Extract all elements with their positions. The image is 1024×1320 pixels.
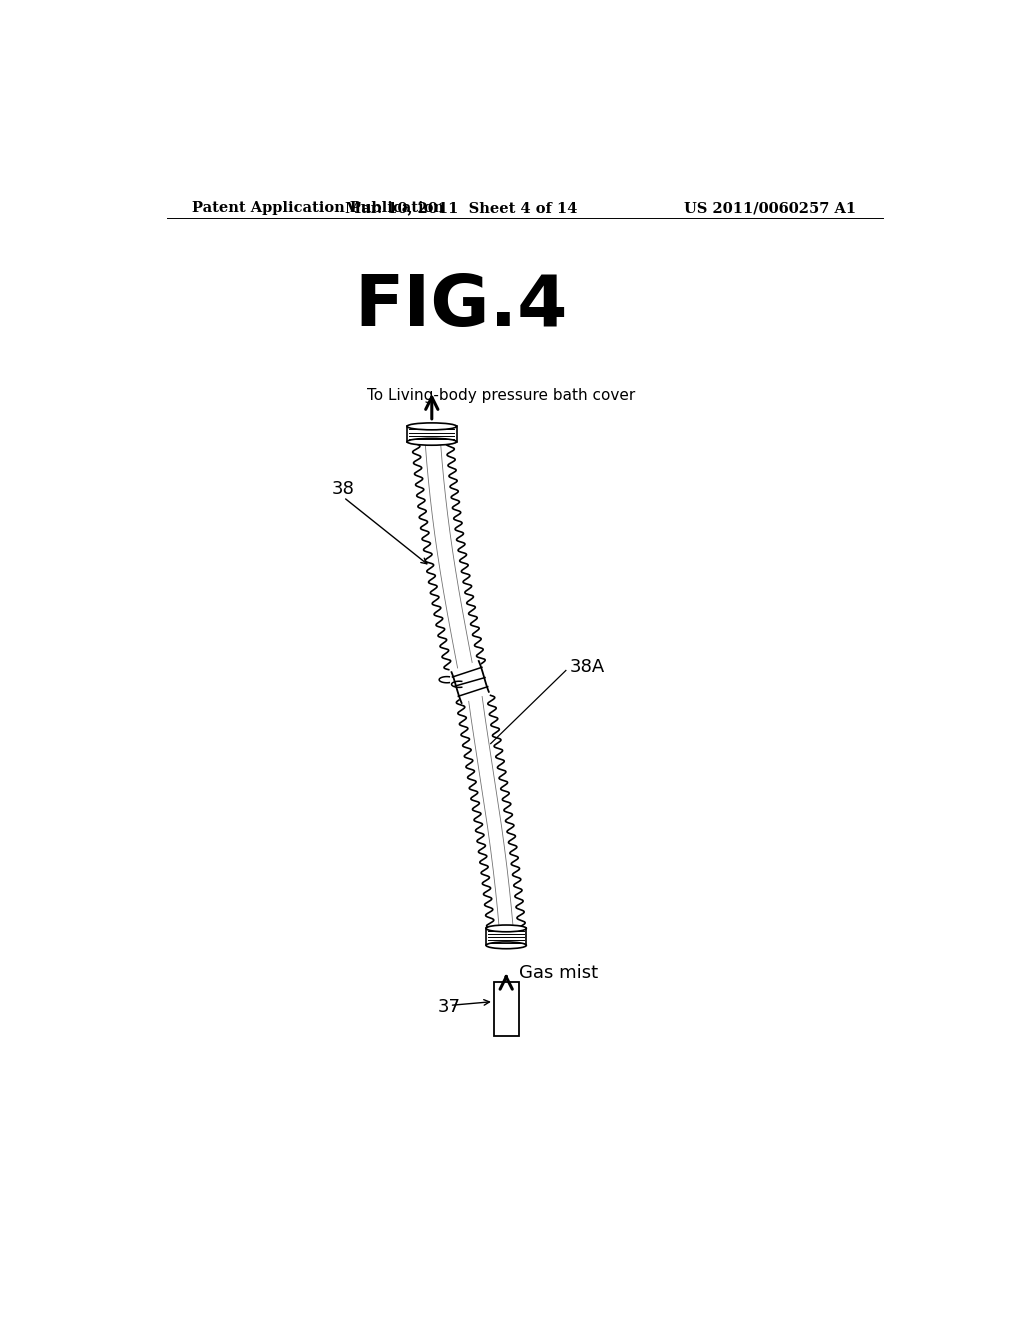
Text: To Living-body pressure bath cover: To Living-body pressure bath cover <box>367 388 635 403</box>
Text: Gas mist: Gas mist <box>519 964 598 982</box>
Ellipse shape <box>486 925 526 932</box>
Ellipse shape <box>407 438 457 445</box>
Text: 38: 38 <box>332 480 354 499</box>
Polygon shape <box>457 696 525 929</box>
Text: FIG.4: FIG.4 <box>354 272 568 341</box>
Text: Mar. 10, 2011  Sheet 4 of 14: Mar. 10, 2011 Sheet 4 of 14 <box>345 202 578 215</box>
Text: US 2011/0060257 A1: US 2011/0060257 A1 <box>684 202 856 215</box>
Polygon shape <box>452 661 488 704</box>
Text: 38A: 38A <box>569 657 605 676</box>
Text: 37: 37 <box>438 998 461 1016</box>
Polygon shape <box>411 425 485 669</box>
Bar <box>407 426 457 442</box>
Ellipse shape <box>486 942 526 949</box>
Bar <box>486 928 526 945</box>
Ellipse shape <box>407 422 457 430</box>
Text: Patent Application Publication: Patent Application Publication <box>191 202 443 215</box>
Bar <box>494 982 518 1036</box>
